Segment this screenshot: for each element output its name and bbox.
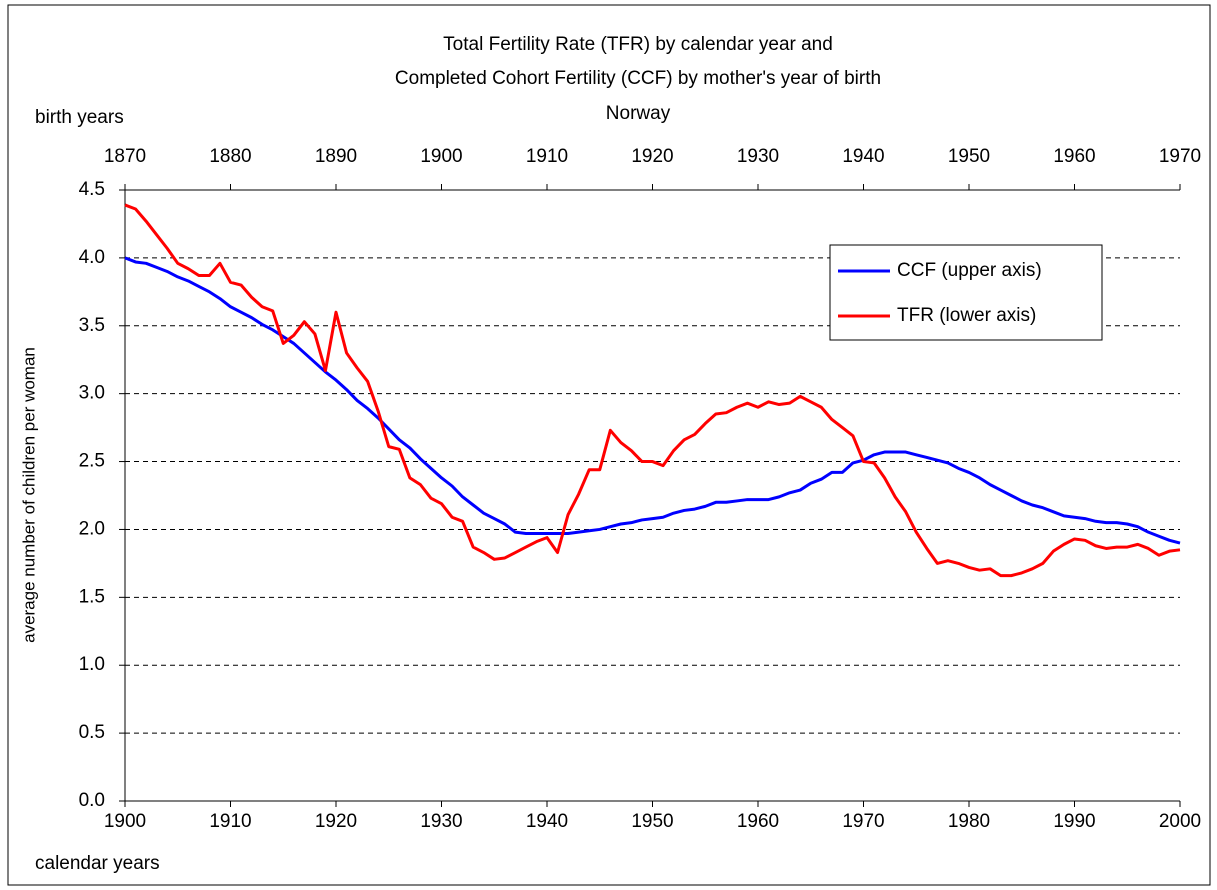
x2-tick-label: 1900 bbox=[420, 146, 462, 167]
chart-title: Completed Cohort Fertility (CCF) by moth… bbox=[395, 68, 881, 89]
y-tick-label: 0.5 bbox=[79, 722, 105, 743]
series-line bbox=[124, 256, 1181, 545]
y-tick-label: 1.5 bbox=[79, 586, 105, 607]
x-tick-label: 1920 bbox=[315, 811, 357, 832]
x2-tick-label: 1960 bbox=[1053, 146, 1095, 167]
y-tick-label: 0.0 bbox=[79, 790, 105, 811]
chart-title: Total Fertility Rate (TFR) by calendar y… bbox=[443, 34, 833, 55]
x2-tick-label: 1930 bbox=[737, 146, 779, 167]
x-tick-label: 1900 bbox=[104, 811, 146, 832]
chart-border bbox=[7, 4, 1211, 886]
y-axis-label: average number of children per woman bbox=[19, 347, 38, 643]
x2-tick-label: 1870 bbox=[104, 146, 146, 167]
legend-box bbox=[829, 244, 1103, 341]
x2-tick-label: 1890 bbox=[315, 146, 357, 167]
x-tick-label: 2000 bbox=[1159, 811, 1201, 832]
chart-title: Norway bbox=[606, 103, 671, 124]
x2-tick-label: 1940 bbox=[842, 146, 884, 167]
series-line bbox=[124, 203, 1181, 578]
x-tick-label: 1960 bbox=[737, 811, 779, 832]
x2-tick-label: 1950 bbox=[948, 146, 990, 167]
legend-label: CCF (upper axis) bbox=[897, 260, 1042, 281]
x-tick-label: 1940 bbox=[526, 811, 568, 832]
x-tick-label: 1950 bbox=[631, 811, 673, 832]
x2-tick-label: 1920 bbox=[631, 146, 673, 167]
x-tick-label: 1930 bbox=[420, 811, 462, 832]
y-tick-label: 1.0 bbox=[79, 654, 105, 675]
x2-tick-label: 1880 bbox=[209, 146, 251, 167]
x-tick-label: 1970 bbox=[842, 811, 884, 832]
x-tick-label: 1990 bbox=[1053, 811, 1095, 832]
x-axis-label: calendar years bbox=[35, 853, 160, 874]
y-tick-label: 4.5 bbox=[79, 179, 105, 200]
y-tick-label: 3.5 bbox=[79, 315, 105, 336]
legend-label: TFR (lower axis) bbox=[897, 305, 1036, 326]
x2-axis-label: birth years bbox=[35, 107, 124, 128]
x2-tick-label: 1910 bbox=[526, 146, 568, 167]
y-tick-label: 3.0 bbox=[79, 383, 105, 404]
y-tick-label: 2.0 bbox=[79, 518, 105, 539]
y-tick-label: 4.0 bbox=[79, 247, 105, 268]
y-tick-label: 2.5 bbox=[79, 451, 105, 472]
x-tick-label: 1980 bbox=[948, 811, 990, 832]
x-tick-label: 1910 bbox=[209, 811, 251, 832]
x2-tick-label: 1970 bbox=[1159, 146, 1201, 167]
